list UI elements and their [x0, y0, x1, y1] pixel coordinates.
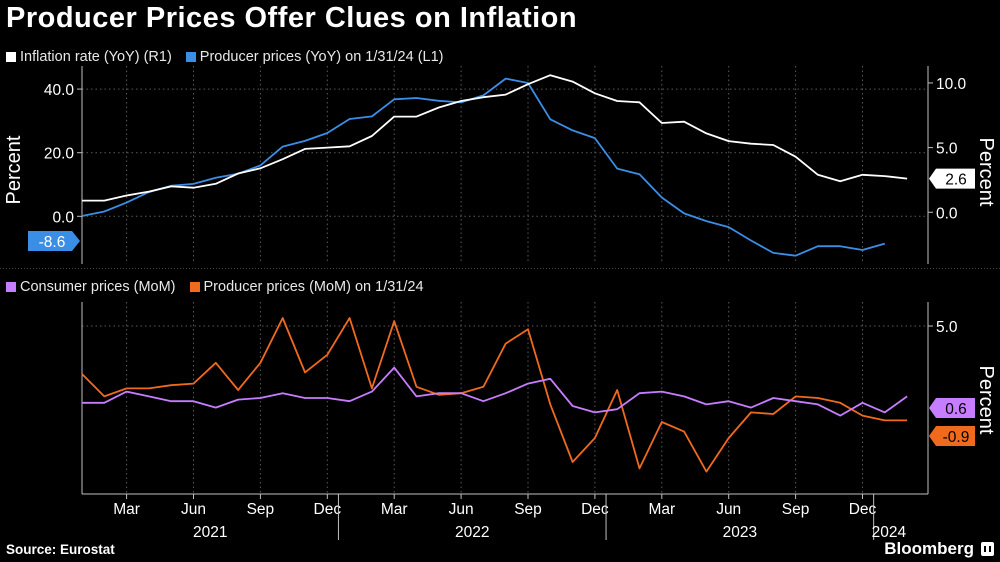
- x-tick-label: Dec: [849, 501, 877, 518]
- legend-label-producer-mom: Producer prices (MoM) on 1/31/24: [203, 279, 424, 295]
- consumer-end-tag-shape: [929, 398, 975, 418]
- consumer-mom-line: [82, 366, 908, 417]
- legend-label-consumer-mom: Consumer prices (MoM): [20, 279, 176, 295]
- producer-yoy-line: [81, 77, 886, 257]
- x-tick-label: Dec: [581, 501, 609, 518]
- producer-mom-end-tag-text: -0.9: [943, 429, 970, 446]
- x-tick-label: Jun: [716, 501, 741, 518]
- x-tick-label: Sep: [247, 501, 275, 518]
- bottom-legend: Consumer prices (MoM) Producer prices (M…: [6, 279, 424, 295]
- x-tick-label: Mar: [381, 501, 408, 518]
- bloomberg-terminal-icon: [981, 542, 994, 556]
- right-tick-label: 0.0: [936, 205, 958, 222]
- inflation-end-tag-shape: [929, 168, 975, 189]
- year-label: 2022: [455, 524, 489, 541]
- legend-swatch-inflation: [6, 52, 16, 62]
- left-tick-label: 40.0: [44, 82, 75, 99]
- x-tick-label: Sep: [514, 501, 542, 518]
- legend-swatch-producer-mom: [189, 282, 200, 292]
- x-tick-label: Jun: [181, 501, 206, 518]
- inflation-yoy-line: [82, 74, 908, 202]
- legend-label-inflation: Inflation rate (YoY) (R1): [20, 49, 172, 65]
- top-legend: Inflation rate (YoY) (R1) Producer price…: [6, 49, 443, 65]
- x-tick-label: Dec: [314, 501, 342, 518]
- year-label: 2024: [872, 524, 907, 541]
- x-tick-label: Mar: [113, 501, 140, 518]
- producer-yoy-end-tag: -8.6: [28, 231, 80, 251]
- year-label: 2023: [723, 524, 757, 541]
- legend-item-consumer-mom: Consumer prices (MoM): [6, 279, 176, 295]
- left-axis-title: Percent: [3, 135, 25, 204]
- producer-mom-line: [81, 317, 908, 473]
- producer-yoy-end-tag-text: -8.6: [39, 234, 66, 251]
- producer-yoy-end-tag-shape: [28, 231, 80, 251]
- x-tick-label: Jun: [449, 501, 474, 518]
- right-tick-label: 5.0: [936, 141, 958, 158]
- chart-title: Producer Prices Offer Clues on Inflation: [6, 2, 578, 34]
- x-tick-label: Mar: [648, 501, 675, 518]
- legend-swatch-producer-yoy: [185, 52, 196, 62]
- left-tick-label: 20.0: [44, 146, 75, 163]
- right-tick-label: 10.0: [936, 76, 967, 93]
- legend-item-producer-yoy: Producer prices (YoY) on 1/31/24 (L1): [185, 49, 444, 65]
- bottom-right-axis-title: Percent: [975, 366, 997, 435]
- consumer-end-tag: 0.6: [929, 398, 975, 418]
- inflation-end-tag-text: 2.6: [945, 172, 967, 189]
- right-axis-title: Percent: [975, 138, 997, 207]
- producer-mom-end-tag-shape: [929, 426, 975, 446]
- source-note: Source: Eurostat: [6, 542, 115, 557]
- bottom-right-tick-label: 5.0: [936, 319, 958, 336]
- legend-item-inflation: Inflation rate (YoY) (R1): [6, 49, 172, 65]
- x-tick-label: Sep: [782, 501, 810, 518]
- left-tick-label: 0.0: [52, 209, 74, 226]
- legend-item-producer-mom: Producer prices (MoM) on 1/31/24: [189, 279, 424, 295]
- legend-label-producer-yoy: Producer prices (YoY) on 1/31/24 (L1): [199, 49, 444, 65]
- year-label: 2021: [193, 524, 227, 541]
- legend-swatch-consumer-mom: [6, 282, 16, 292]
- brand-logo: Bloomberg: [884, 539, 974, 558]
- inflation-end-tag: 2.6: [929, 168, 975, 189]
- consumer-end-tag-text: 0.6: [945, 401, 967, 418]
- producer-mom-end-tag: -0.9: [929, 426, 975, 446]
